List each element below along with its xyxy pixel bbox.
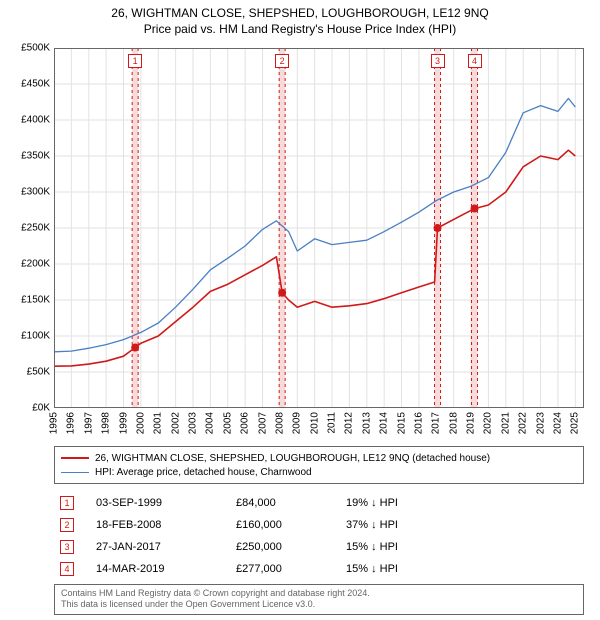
transaction-row: 2 18-FEB-2008£160,00037% ↓ HPI [60, 514, 466, 536]
y-axis-label: £450K [21, 79, 50, 90]
x-axis-label: 2012 [344, 412, 355, 434]
transaction-delta: 19% ↓ HPI [346, 497, 466, 509]
y-axis-label: £100K [21, 331, 50, 342]
sale-marker-label: 2 [275, 54, 289, 68]
transaction-index: 3 [60, 540, 74, 554]
transaction-row: 3 27-JAN-2017£250,00015% ↓ HPI [60, 536, 466, 558]
x-axis-label: 2017 [431, 412, 442, 434]
x-axis-label: 2025 [570, 412, 581, 434]
legend-label: HPI: Average price, detached house, Char… [95, 467, 312, 478]
x-axis-label: 1998 [101, 412, 112, 434]
x-axis-label: 2010 [309, 412, 320, 434]
sale-marker-label: 3 [431, 54, 445, 68]
transaction-delta: 37% ↓ HPI [346, 519, 466, 531]
transaction-index: 2 [60, 518, 74, 532]
transaction-delta: 15% ↓ HPI [346, 541, 466, 553]
x-axis-label: 2000 [135, 412, 146, 434]
transaction-price: £250,000 [236, 541, 346, 553]
y-axis-label: £150K [21, 295, 50, 306]
x-axis-label: 2024 [552, 412, 563, 434]
transaction-price: £277,000 [236, 563, 346, 575]
transaction-date: 27-JAN-2017 [96, 541, 236, 553]
transaction-price: £84,000 [236, 497, 346, 509]
legend-row: 26, WIGHTMAN CLOSE, SHEPSHED, LOUGHBOROU… [61, 451, 577, 465]
x-axis-label: 1996 [66, 412, 77, 434]
footer-attribution: Contains HM Land Registry data © Crown c… [54, 584, 584, 615]
title-line-2: Price paid vs. HM Land Registry's House … [0, 22, 600, 36]
plot-svg [54, 48, 584, 408]
chart-container: { "title": { "line1": "26, WIGHTMAN CLOS… [0, 0, 600, 620]
x-axis-label: 2015 [396, 412, 407, 434]
y-axis-label: £300K [21, 187, 50, 198]
x-axis-label: 2019 [466, 412, 477, 434]
transactions-table: 1 03-SEP-1999£84,00019% ↓ HPI 2 18-FEB-2008… [60, 492, 466, 580]
sale-marker-label: 1 [128, 54, 142, 68]
x-axis-label: 2009 [292, 412, 303, 434]
y-axis-label: £500K [21, 43, 50, 54]
x-axis-label: 2023 [535, 412, 546, 434]
transaction-index: 4 [60, 562, 74, 576]
x-axis-label: 2020 [483, 412, 494, 434]
x-axis-label: 2011 [327, 412, 338, 434]
x-axis-label: 2004 [205, 412, 216, 434]
legend-swatch [61, 457, 89, 459]
title-line-1: 26, WIGHTMAN CLOSE, SHEPSHED, LOUGHBOROU… [0, 6, 600, 20]
footer-line-1: Contains HM Land Registry data © Crown c… [61, 588, 577, 599]
transaction-date: 18-FEB-2008 [96, 519, 236, 531]
transaction-date: 14-MAR-2019 [96, 563, 236, 575]
x-axis-label: 1995 [49, 412, 60, 434]
x-axis-label: 2003 [188, 412, 199, 434]
x-axis-label: 1999 [118, 412, 129, 434]
y-axis-label: £200K [21, 259, 50, 270]
transaction-row: 4 14-MAR-2019£277,00015% ↓ HPI [60, 558, 466, 580]
transaction-price: £160,000 [236, 519, 346, 531]
transaction-date: 03-SEP-1999 [96, 497, 236, 509]
legend-label: 26, WIGHTMAN CLOSE, SHEPSHED, LOUGHBOROU… [95, 453, 490, 464]
x-axis-label: 2018 [448, 412, 459, 434]
x-axis-label: 2014 [379, 412, 390, 434]
sale-marker-label: 4 [468, 54, 482, 68]
x-axis-label: 2016 [413, 412, 424, 434]
legend-swatch [61, 472, 89, 473]
legend: 26, WIGHTMAN CLOSE, SHEPSHED, LOUGHBOROU… [54, 446, 584, 484]
x-axis-label: 2013 [361, 412, 372, 434]
x-axis-label: 2001 [153, 412, 164, 434]
x-axis-label: 2002 [170, 412, 181, 434]
y-axis-label: £0K [32, 403, 50, 414]
x-axis-label: 2008 [274, 412, 285, 434]
footer-line-2: This data is licensed under the Open Gov… [61, 599, 577, 610]
y-axis-label: £350K [21, 151, 50, 162]
y-axis-label: £400K [21, 115, 50, 126]
x-axis-label: 2005 [222, 412, 233, 434]
plot-area: £0K£50K£100K£150K£200K£250K£300K£350K£40… [54, 48, 584, 408]
legend-row: HPI: Average price, detached house, Char… [61, 465, 577, 479]
x-axis-label: 1997 [83, 412, 94, 434]
y-axis-label: £250K [21, 223, 50, 234]
x-axis-label: 2007 [257, 412, 268, 434]
x-axis-label: 2021 [500, 412, 511, 434]
x-axis-label: 2022 [518, 412, 529, 434]
y-axis-label: £50K [27, 367, 50, 378]
transaction-row: 1 03-SEP-1999£84,00019% ↓ HPI [60, 492, 466, 514]
chart-title: 26, WIGHTMAN CLOSE, SHEPSHED, LOUGHBOROU… [0, 0, 600, 36]
transaction-delta: 15% ↓ HPI [346, 563, 466, 575]
transaction-index: 1 [60, 496, 74, 510]
x-axis-label: 2006 [240, 412, 251, 434]
